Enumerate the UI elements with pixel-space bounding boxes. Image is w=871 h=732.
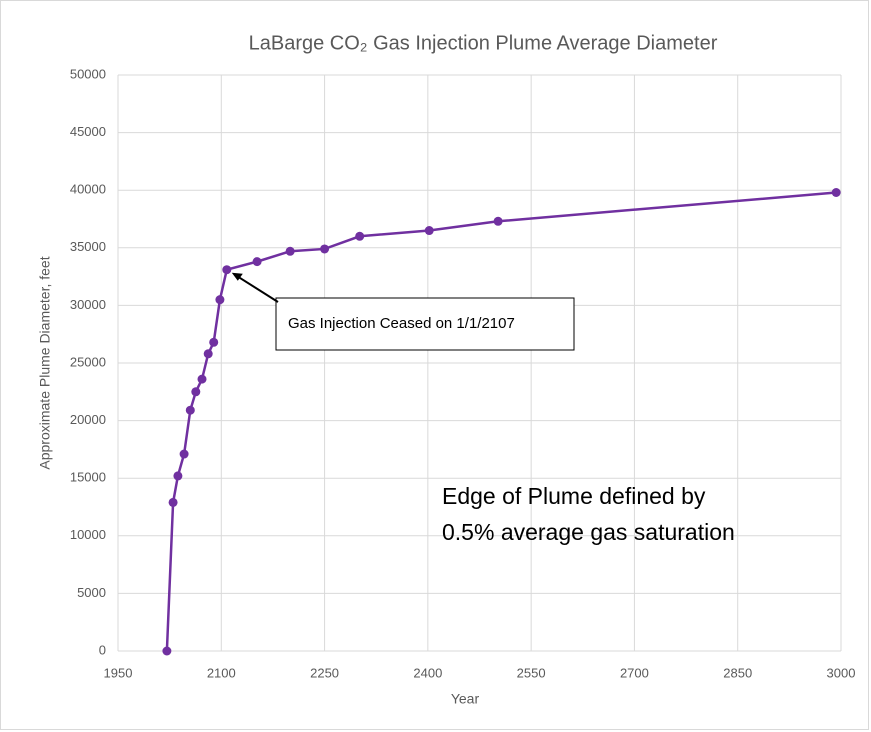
x-tick-label: 3000 bbox=[827, 665, 856, 680]
data-point bbox=[197, 374, 207, 384]
data-point bbox=[424, 226, 434, 236]
y-tick-label: 30000 bbox=[70, 297, 106, 312]
y-tick-label: 5000 bbox=[77, 585, 106, 600]
note-text: 0.5% average gas saturation bbox=[442, 519, 735, 545]
data-point bbox=[285, 246, 295, 256]
x-tick-label: 2400 bbox=[413, 665, 442, 680]
data-point bbox=[191, 387, 201, 397]
data-point bbox=[173, 471, 183, 481]
x-tick-label: 2250 bbox=[310, 665, 339, 680]
data-point bbox=[252, 257, 262, 267]
x-tick-label: 2850 bbox=[723, 665, 752, 680]
note-text: Edge of Plume defined by bbox=[442, 483, 706, 509]
data-point bbox=[355, 231, 365, 241]
x-tick-label: 2100 bbox=[207, 665, 236, 680]
data-point bbox=[179, 449, 189, 459]
annotation-arrow bbox=[234, 273, 279, 303]
y-tick-label: 50000 bbox=[70, 66, 106, 81]
data-point bbox=[203, 349, 213, 359]
y-tick-label: 0 bbox=[99, 642, 106, 657]
y-axis-label: Approximate Plume Diameter, feet bbox=[37, 256, 53, 469]
x-axis-label: Year bbox=[451, 691, 480, 707]
data-point bbox=[209, 337, 219, 347]
y-tick-label: 35000 bbox=[70, 239, 106, 254]
data-point bbox=[493, 216, 503, 226]
y-tick-label: 10000 bbox=[70, 527, 106, 542]
y-tick-label: 15000 bbox=[70, 470, 106, 485]
y-tick-label: 20000 bbox=[70, 412, 106, 427]
x-tick-label: 2550 bbox=[517, 665, 546, 680]
data-point bbox=[831, 188, 841, 198]
data-point bbox=[162, 646, 172, 656]
x-tick-label: 1950 bbox=[104, 665, 133, 680]
chart-title: LaBarge CO₂ Gas Injection Plume Average … bbox=[249, 32, 718, 54]
annotation-box bbox=[275, 297, 575, 351]
x-tick-label: 2700 bbox=[620, 665, 649, 680]
data-point bbox=[320, 244, 330, 254]
y-tick-label: 40000 bbox=[70, 182, 106, 197]
y-tick-label: 45000 bbox=[70, 124, 106, 139]
annotation-text: Gas Injection Ceased on 1/1/2107 bbox=[288, 315, 515, 332]
data-point bbox=[222, 265, 232, 275]
data-point bbox=[215, 295, 225, 305]
arrow-head bbox=[231, 272, 243, 281]
data-point bbox=[168, 497, 178, 507]
y-tick-label: 25000 bbox=[70, 354, 106, 369]
data-point bbox=[185, 405, 195, 415]
